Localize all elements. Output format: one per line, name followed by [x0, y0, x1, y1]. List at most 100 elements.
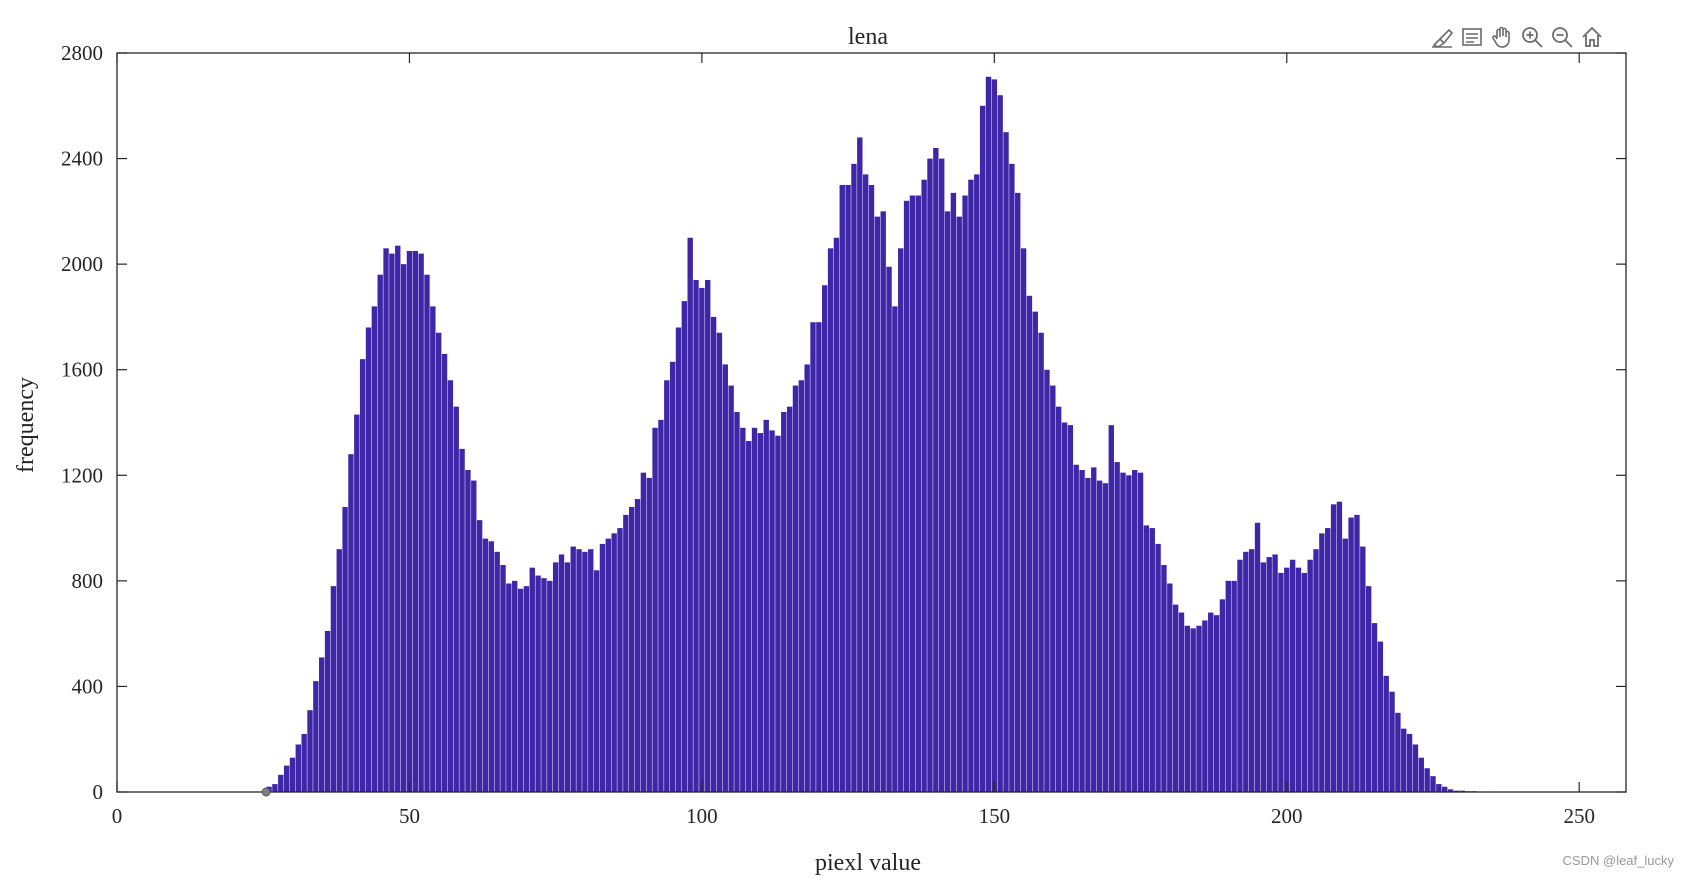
zoom-out-icon[interactable]	[1548, 23, 1576, 51]
histogram-bar	[1161, 565, 1167, 792]
zoom-in-icon[interactable]	[1518, 23, 1546, 51]
histogram-bar	[862, 174, 869, 792]
x-tick-label: 50	[399, 804, 420, 828]
histogram-bar	[944, 211, 951, 793]
histogram-bar	[991, 79, 998, 792]
histogram-bar	[675, 327, 682, 792]
histogram-bar	[377, 274, 383, 792]
histogram-bar	[745, 440, 752, 792]
histogram-bar	[974, 174, 980, 792]
histogram-bar	[1295, 567, 1302, 792]
y-tick-label: 400	[72, 674, 104, 698]
histogram-bar	[839, 184, 845, 792]
histogram-bar	[658, 419, 664, 792]
histogram-bar	[1079, 470, 1085, 792]
x-tick-label: 150	[979, 804, 1011, 828]
histogram-bar	[939, 158, 945, 792]
histogram-bar	[903, 200, 910, 793]
histogram-bar	[1442, 786, 1448, 792]
histogram-bar	[476, 520, 483, 792]
histogram-bar	[424, 274, 430, 792]
x-tick-label: 100	[686, 804, 718, 828]
histogram-bar	[1365, 586, 1372, 792]
data-tips-icon[interactable]	[1458, 23, 1486, 51]
histogram-bar	[447, 380, 454, 792]
histogram-bar	[1260, 562, 1267, 792]
x-tick-label: 250	[1563, 804, 1595, 828]
histogram-bar	[1424, 768, 1430, 792]
histogram-bar	[383, 248, 389, 792]
histogram-bar	[1459, 790, 1465, 792]
histogram-bar	[1313, 549, 1319, 792]
histogram-bar	[313, 681, 319, 792]
histogram-bar	[886, 266, 892, 792]
histogram-bar	[874, 216, 881, 792]
histogram-bar	[1190, 628, 1196, 792]
histogram-bar	[1447, 789, 1454, 792]
histogram-bar	[605, 538, 611, 792]
histogram-bar	[1453, 790, 1460, 792]
histogram-bar	[804, 364, 810, 792]
histogram-bar	[552, 562, 559, 792]
histogram-bar	[593, 570, 600, 792]
histogram-bar	[769, 430, 775, 792]
histogram-bar	[1038, 332, 1044, 792]
histogram-bar	[898, 248, 904, 792]
histogram-bar	[453, 406, 459, 792]
histogram-bar	[330, 586, 337, 792]
histogram-bar	[1237, 559, 1243, 792]
histogram-bar	[1225, 580, 1231, 792]
home-icon[interactable]	[1578, 23, 1606, 51]
histogram-bar	[693, 279, 699, 793]
brush-icon[interactable]	[1428, 23, 1456, 51]
histogram-bar	[1067, 425, 1074, 792]
histogram-bar	[1248, 549, 1255, 792]
histogram-bar	[301, 733, 307, 792]
histogram-bar	[441, 353, 448, 792]
histogram-bar	[1026, 295, 1033, 792]
histogram-bar	[1020, 248, 1027, 792]
histogram-bar	[851, 163, 857, 793]
histogram-bar	[792, 385, 799, 792]
histogram-bar	[582, 551, 588, 792]
histogram-bar	[436, 332, 442, 792]
histogram-bar	[1096, 480, 1103, 792]
histogram-bar	[1430, 776, 1436, 792]
histogram-bar	[400, 264, 407, 792]
histogram-bar	[816, 322, 822, 792]
histogram-bar	[541, 578, 547, 792]
histogram-bar	[1284, 567, 1290, 792]
histogram-bar	[956, 216, 962, 792]
histogram-bar	[880, 211, 886, 793]
histogram-bar	[324, 631, 331, 792]
histogram-bar	[629, 506, 635, 792]
histogram-bar	[997, 95, 1003, 793]
histogram-bar	[1073, 464, 1079, 792]
histogram-bar	[1383, 675, 1389, 792]
histogram-bar	[1172, 604, 1179, 792]
histogram-bar	[728, 385, 734, 792]
histogram-bar	[365, 327, 372, 792]
histogram-bar	[1120, 472, 1126, 792]
histogram-bar	[418, 253, 424, 793]
histogram-bar	[1231, 580, 1237, 792]
histogram-bar	[354, 414, 360, 792]
histogram-bar	[646, 477, 652, 792]
histogram-bar	[342, 506, 348, 792]
histogram-bar	[336, 549, 342, 792]
histogram-bar	[272, 784, 278, 792]
histogram-bar	[699, 287, 705, 792]
histogram-bar	[1377, 641, 1384, 792]
histogram-bar	[1371, 623, 1378, 792]
histogram-bar	[471, 480, 477, 792]
histogram-bar	[798, 380, 804, 792]
histogram-bar	[1167, 583, 1173, 792]
histogram-bar	[1325, 528, 1331, 792]
histogram-bar	[915, 195, 921, 792]
pan-icon[interactable]	[1488, 23, 1516, 51]
histogram-bar	[833, 237, 840, 792]
histogram-bar	[1436, 784, 1442, 792]
data-marker	[261, 787, 271, 797]
histogram-bar	[705, 279, 711, 793]
